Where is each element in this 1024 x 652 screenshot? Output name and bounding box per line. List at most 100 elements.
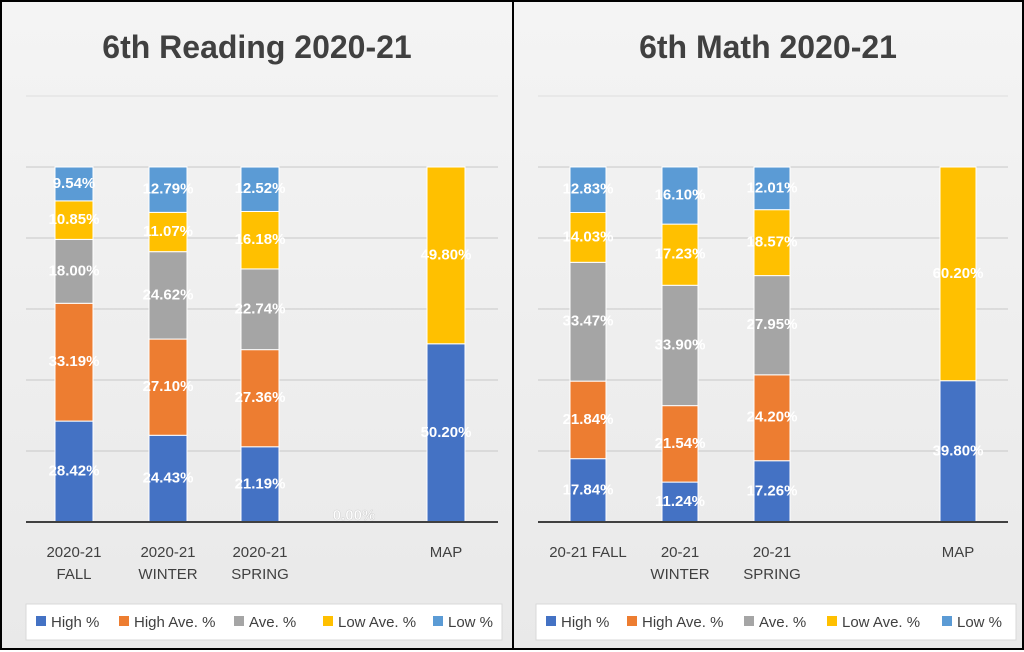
data-label: 33.19% [49, 353, 100, 370]
data-label: 27.36% [235, 389, 286, 406]
legend-label-low: Low % [957, 614, 1002, 631]
x-tick-label: 20-21 [753, 544, 791, 561]
math-chart: 6th Math 2020-21 17.84% 21.84% 33.47% 14.03%… [535, 29, 1017, 641]
data-label: 21.19% [235, 475, 286, 492]
chart-title: 6th Reading 2020-21 [102, 29, 411, 65]
bar-segment-ave [148, 251, 188, 340]
legend-swatch-high [546, 616, 556, 626]
bar-segment-high [661, 481, 699, 523]
legend-label-low-ave: Low Ave. % [842, 614, 920, 631]
data-label: 12.83% [563, 181, 614, 198]
legend-label-high: High % [51, 614, 99, 631]
bar-segment-low [753, 166, 791, 211]
reading-chart: 6th Reading 2020-21 28.42% 33.19% 18.00% 10.… [25, 29, 503, 641]
bar-segment-high [240, 446, 280, 523]
bar-segment-ave [569, 261, 607, 382]
legend-label-high-ave: High Ave. % [642, 614, 723, 631]
legend-swatch-ave [234, 616, 244, 626]
data-label: 39.80% [933, 442, 984, 459]
bar-segment-low [569, 166, 607, 214]
legend [25, 603, 503, 641]
bar-segment-ave [753, 275, 791, 376]
data-label: 17.84% [563, 481, 614, 498]
x-tick-label: MAP [430, 544, 463, 561]
data-label: 21.54% [655, 435, 706, 452]
bar-segment-low-ave [939, 166, 977, 382]
data-label: 24.20% [747, 409, 798, 426]
x-tick-label: 2020-21 [46, 544, 101, 561]
legend-swatch-high [36, 616, 46, 626]
legend-label-high-ave: High Ave. % [134, 614, 215, 631]
x-tick-label: FALL [56, 566, 91, 583]
bar-segment-low-ave [426, 166, 466, 345]
data-label: 33.47% [563, 313, 614, 330]
data-label: 28.42% [49, 463, 100, 480]
data-label: 24.62% [143, 286, 194, 303]
bar-segment-high [426, 343, 466, 523]
data-label: 49.80% [421, 246, 472, 263]
data-label: 16.18% [235, 231, 286, 248]
bar-segment-high-ave [54, 302, 94, 422]
legend-label-ave: Ave. % [249, 614, 296, 631]
legend-swatch-low-ave [323, 616, 333, 626]
data-label: 50.20% [421, 424, 472, 441]
bar-segment-low-ave [661, 223, 699, 286]
x-tick-label: SPRING [743, 566, 801, 583]
reading-chart-panel: 6th Reading 2020-21 28.42% 33.19% 18.00% 10.… [0, 0, 514, 650]
data-label: 21.84% [563, 411, 614, 428]
x-tick-label: 20-21 [661, 544, 699, 561]
data-label: 11.07% [143, 223, 193, 240]
data-label: 18.57% [747, 234, 798, 251]
data-label: 0.00% [333, 507, 376, 524]
bar-segment-high-ave [661, 405, 699, 483]
legend [535, 603, 1017, 641]
data-label: 17.26% [747, 482, 798, 499]
bar-segment-ave [240, 268, 280, 351]
bar-segment-low-ave [569, 212, 607, 263]
legend-label-high: High % [561, 614, 609, 631]
data-label: 24.43% [143, 470, 194, 487]
bar-segment-low [661, 166, 699, 225]
legend-swatch-high-ave [119, 616, 129, 626]
bar-segment-high-ave [753, 374, 791, 462]
legend-label-ave: Ave. % [759, 614, 806, 631]
data-label: 27.10% [143, 378, 194, 395]
x-tick-label: 2020-21 [232, 544, 287, 561]
math-chart-panel: 6th Math 2020-21 17.84% 21.84% 33.47% 14.03%… [512, 0, 1024, 650]
bar-segment-low [240, 166, 280, 212]
bar-segment-low-ave [240, 210, 280, 270]
data-label: 9.54% [53, 175, 96, 192]
bar-segment-ave [661, 284, 699, 407]
legend-label-low: Low % [448, 614, 493, 631]
x-tick-label: SPRING [231, 566, 289, 583]
data-label: 18.00% [49, 262, 100, 279]
data-label: 10.85% [49, 211, 100, 228]
chart-title: 6th Math 2020-21 [639, 29, 897, 65]
legend-swatch-ave [744, 616, 754, 626]
data-label: 22.74% [235, 300, 286, 317]
x-tick-label: WINTER [650, 566, 709, 583]
legend-swatch-low [942, 616, 952, 626]
data-label: 12.79% [143, 181, 194, 198]
bar-segment-ave [54, 238, 94, 304]
data-label: 16.10% [655, 187, 706, 204]
bar-segment-low [148, 166, 188, 213]
data-label: 60.20% [933, 265, 984, 282]
data-label: 33.90% [655, 336, 706, 353]
x-tick-label: MAP [942, 544, 975, 561]
x-tick-label: WINTER [138, 566, 197, 583]
legend-label-low-ave: Low Ave. % [338, 614, 416, 631]
bar-segment-low [54, 166, 94, 202]
data-label: 11.24% [655, 493, 705, 510]
data-label: 12.52% [235, 180, 286, 197]
data-label: 14.03% [563, 228, 614, 245]
data-label: 17.23% [655, 246, 706, 263]
x-tick-label: 20-21 FALL [549, 544, 627, 561]
legend-swatch-low-ave [827, 616, 837, 626]
data-label: 12.01% [747, 179, 798, 196]
data-label: 27.95% [747, 316, 798, 333]
bar-segment-high [148, 434, 188, 523]
bar-segment-high-ave [569, 380, 607, 460]
x-tick-label: 2020-21 [140, 544, 195, 561]
